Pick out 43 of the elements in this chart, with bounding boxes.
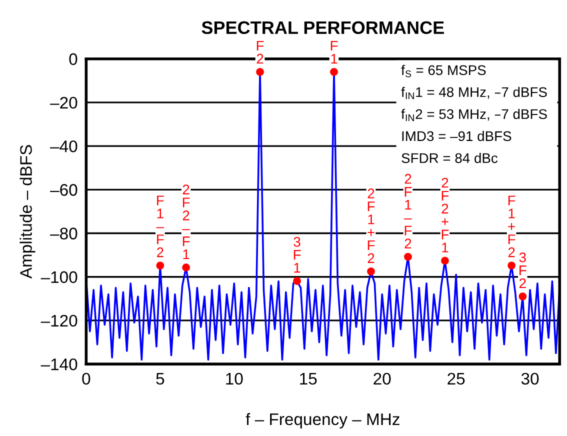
x-tick-label: 25 [448,372,465,385]
point [508,262,516,270]
point [441,256,449,265]
x-tick-label: 15 [300,373,317,385]
point [182,264,190,272]
y-tick-label: –20 [50,96,78,109]
annotation: 2F2–F1 [182,184,190,260]
point [518,292,527,300]
y-tick-label: –120 [40,314,78,327]
annotation: 3F1 [294,236,301,273]
annotation: 2F1+F2 [368,188,375,263]
y-tick-label: 0 [69,53,78,66]
point [156,262,164,270]
x-tick-label: 0 [82,372,90,385]
annotation: 3F2 [519,252,526,288]
chart-title: SPECTRAL PERFORMANCE [202,21,444,34]
x-tick-label: 5 [156,373,164,385]
y-tick-label: –40 [50,140,78,152]
point [367,267,375,276]
annotation: F2 [256,41,264,64]
annotation: f$_{S}$ = 65 MSPS [401,64,486,78]
x-tick-label: 20 [374,372,391,385]
annotation: F1+F2 [508,196,516,258]
annotation: f$_{IN}$1 = 48 MHz, –7 dBFS [401,86,547,100]
y-tick-label: –60 [50,184,78,196]
y-tick-label: –140 [40,358,78,370]
annotation: IMD3 = –91 dBFS [402,130,512,142]
x-tick-label: 10 [226,372,243,385]
point [293,277,301,285]
x-axis-title: f – Frequency – MHz [246,412,400,428]
y-axis-title: Amplitude – dBFS [20,145,36,279]
y-tick-label: –100 [40,271,78,284]
annotation: 2F2+F1 [442,178,449,252]
y-tick-label: –80 [50,228,78,240]
x-tick-label: 30 [521,372,539,385]
point [256,68,264,76]
annotation: F1–F2 [156,196,164,258]
annotation: F1 [330,41,338,64]
point [404,252,412,261]
point [330,68,338,76]
annotation: 2F1–F2 [404,174,412,248]
annotation: f$_{IN}$2 = 53 MHz, –7 dBFS [401,108,547,122]
annotation: SFDR = 84 dBc [402,152,498,164]
